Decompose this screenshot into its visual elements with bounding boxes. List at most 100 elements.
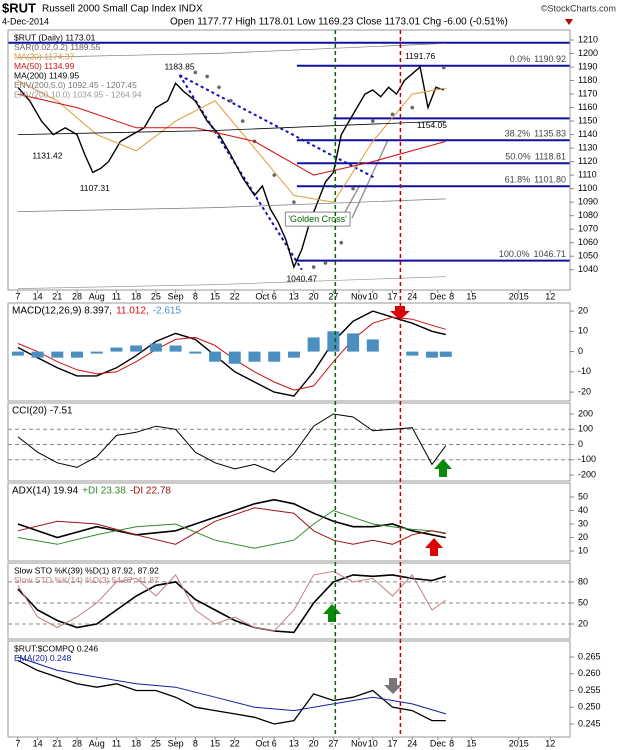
- panel-frame: [7, 402, 571, 482]
- y-tick-label: -20: [578, 386, 591, 396]
- series-line-lower: [17, 198, 446, 212]
- y-tick-label: 20: [578, 618, 588, 628]
- x-tick-label: 15: [210, 738, 220, 748]
- legend-entry: MA(200) 1149.95: [14, 70, 79, 80]
- series-line: [17, 80, 446, 203]
- annotation-box: [284, 211, 351, 227]
- x-tick-label: 15: [466, 738, 476, 748]
- legend-entry: -DI 22.78: [130, 486, 172, 497]
- sar-dot: [205, 74, 209, 79]
- annotation-arrow: [351, 139, 389, 219]
- histogram-bar: [31, 351, 44, 358]
- series-line: [17, 659, 446, 725]
- histogram-bar: [11, 351, 24, 356]
- y-tick-label: 0: [578, 346, 583, 356]
- arrow-up-green: [434, 459, 452, 477]
- x-tick-label: 25: [151, 291, 161, 301]
- y-tick-label: 20: [578, 532, 588, 542]
- legend-entry: CCI(20) -7.51: [12, 406, 73, 417]
- histogram-bar: [307, 337, 320, 352]
- y-tick-label: 1160: [578, 102, 597, 112]
- y-tick-label: 1200: [578, 48, 598, 58]
- fib-value: 1101.80: [534, 175, 566, 185]
- fib-value: 1118.81: [535, 152, 566, 162]
- y-tick-label: 1040: [578, 264, 598, 274]
- sar-dot: [351, 186, 355, 191]
- histogram-bar: [287, 351, 300, 358]
- x-tick-label: Oct: [255, 291, 270, 301]
- y-tick-label: 0.265: [578, 651, 601, 661]
- histogram-bar: [51, 351, 64, 358]
- price-label: 1040.47: [286, 273, 317, 283]
- y-tick-label: 1050: [578, 251, 598, 261]
- fib-label: 38.2%: [505, 129, 531, 139]
- down-icon: [565, 19, 573, 25]
- x-tick-label: 22: [230, 738, 240, 748]
- x-tick-label: 8: [193, 738, 198, 748]
- sar-dot: [339, 240, 344, 245]
- y-tick-label: 1210: [578, 34, 598, 44]
- fib-label: 50.0%: [505, 152, 531, 162]
- histogram-bar: [248, 351, 261, 362]
- x-tick-label: Nov: [351, 738, 368, 748]
- panel-frame: [7, 29, 571, 291]
- x-tick-label: 17: [388, 738, 398, 748]
- x-tick-label: Nov: [351, 291, 368, 301]
- x-tick-label: Sep: [168, 291, 184, 301]
- y-tick-label: 200: [578, 408, 593, 418]
- sar-dot: [441, 65, 446, 70]
- y-tick-label: 80: [578, 576, 588, 586]
- x-tick-label: 15: [466, 291, 476, 301]
- panel-frame: [7, 482, 571, 562]
- annotation-arrow: [344, 184, 361, 213]
- x-tick-label: Oct: [255, 738, 270, 748]
- x-tick-label: 24: [407, 291, 417, 301]
- y-tick-label: 40: [578, 505, 588, 515]
- histogram-bar: [327, 331, 340, 352]
- x-tick-label: 13: [289, 291, 299, 301]
- histogram-bar: [90, 351, 103, 354]
- y-tick-label: 1110: [578, 170, 597, 180]
- symbol: $RUT: [2, 0, 36, 15]
- price-label: 1154.05: [417, 120, 447, 130]
- x-tick-label: 28: [72, 738, 82, 748]
- y-tick-label: 20: [578, 305, 588, 315]
- y-tick-label: -10: [578, 366, 591, 376]
- sar-dot: [193, 70, 198, 75]
- series-line: [17, 656, 446, 715]
- x-tick-label: 6: [272, 738, 277, 748]
- x-tick-label: 14: [33, 291, 43, 301]
- sar-dot: [217, 85, 221, 90]
- series-line: [17, 310, 446, 397]
- histogram-bar: [189, 351, 202, 354]
- histogram-bar: [110, 347, 123, 352]
- legend-entry: -2.615: [153, 306, 182, 317]
- y-tick-label: 1100: [578, 183, 597, 193]
- legend-entry: +DI 23.38: [82, 486, 126, 497]
- y-tick-label: 1180: [578, 75, 597, 85]
- y-tick-label: 1070: [578, 224, 598, 234]
- legend-entry: EMA(20) 0.248: [14, 653, 71, 663]
- x-tick-label: 18: [131, 291, 141, 301]
- y-tick-label: 0.255: [578, 685, 601, 695]
- x-tick-label: Dec: [430, 738, 447, 748]
- y-tick-label: 100: [578, 424, 593, 434]
- histogram-bar: [149, 343, 162, 352]
- x-tick-label: 2015: [509, 291, 529, 301]
- x-tick-label: 8: [449, 291, 454, 301]
- y-tick-label: 50: [578, 491, 588, 501]
- y-tick-label: 1170: [578, 88, 597, 98]
- trend-line: [179, 74, 376, 179]
- panel: [11, 310, 452, 397]
- series-line: [17, 509, 446, 549]
- series-line: [17, 507, 446, 545]
- y-tick-label: 0.245: [578, 718, 601, 728]
- price-label: 1131.42: [32, 150, 62, 160]
- panel: [17, 498, 446, 549]
- y-tick-label: 1090: [578, 197, 598, 207]
- x-tick-label: 10: [368, 291, 378, 301]
- panel-frame: [7, 640, 571, 738]
- quote-stats: Open 1177.77 High 1178.01 Low 1169.23 Cl…: [170, 17, 508, 28]
